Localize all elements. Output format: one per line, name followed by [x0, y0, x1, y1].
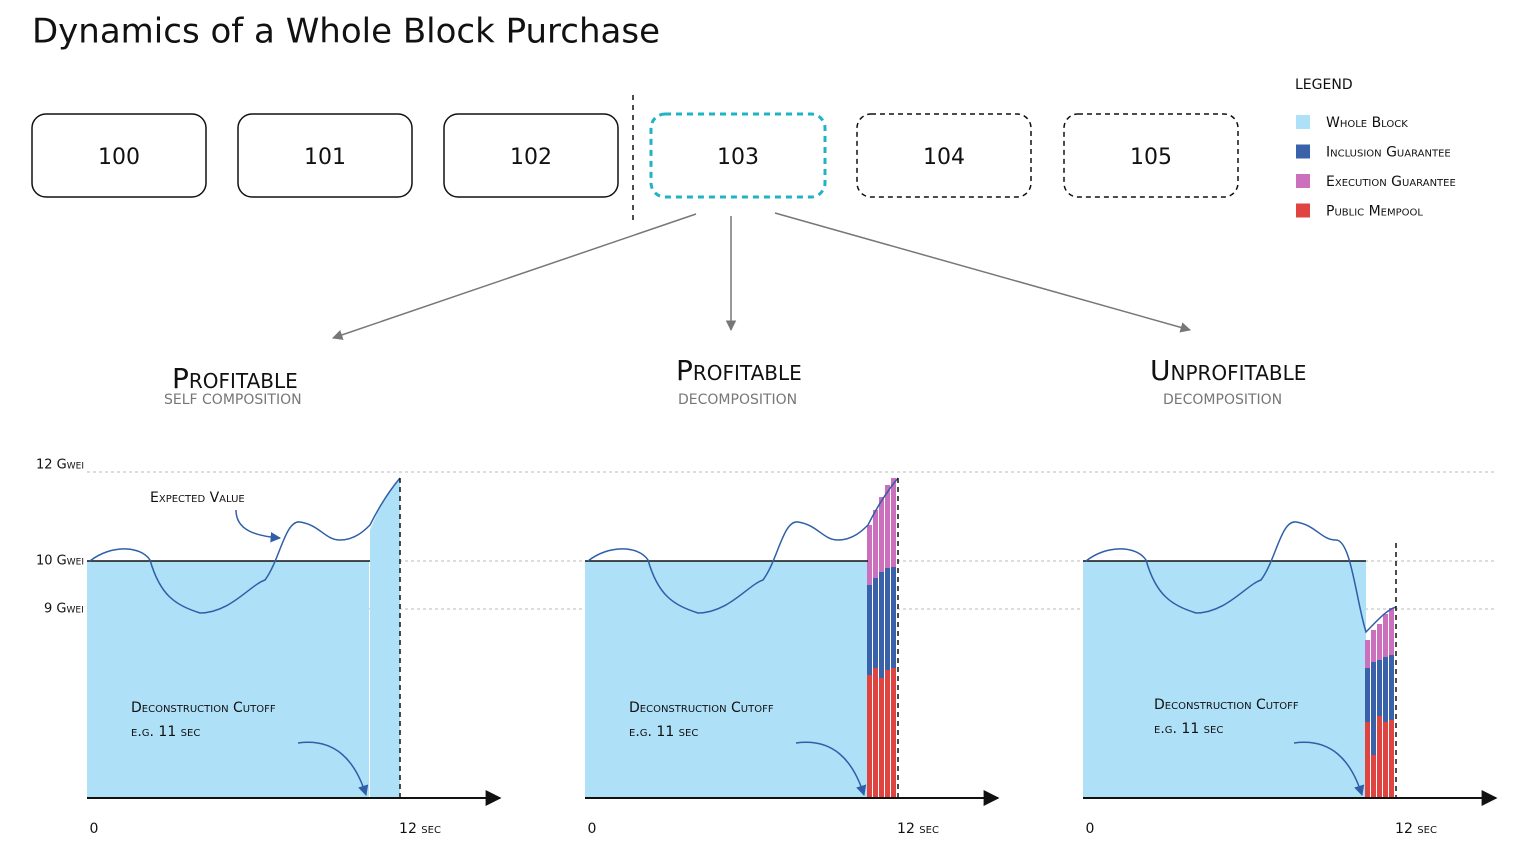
legend-label: Public Mempool — [1326, 204, 1423, 220]
legend-title: LEGEND — [1295, 77, 1353, 93]
block-label: 100 — [98, 145, 140, 170]
segment — [1365, 722, 1370, 798]
segment — [1377, 716, 1382, 798]
panel-chart: 0 12 sec Deconstruction Cutoff e.g. 11 sec — [1083, 521, 1498, 837]
cutoff-label: Deconstruction Cutoff — [1154, 697, 1299, 713]
segment — [1371, 755, 1376, 798]
cutoff-example: e.g. 11 sec — [629, 724, 698, 740]
annotation: Expected Value — [150, 490, 245, 506]
segment — [1371, 630, 1376, 662]
block — [237, 113, 413, 198]
segment — [1383, 614, 1388, 657]
whole-block-area — [1083, 561, 1366, 798]
segment — [885, 485, 890, 568]
expected-value-curve — [89, 477, 401, 614]
x-start: 0 — [90, 821, 99, 837]
segment — [867, 525, 872, 585]
block-label: 101 — [304, 145, 346, 170]
x-end: 12 sec — [897, 821, 939, 837]
block-label: 104 — [923, 145, 965, 170]
segment — [1383, 657, 1388, 722]
segment — [1377, 660, 1382, 716]
panel-subtitle: DECOMPOSITION — [678, 392, 797, 408]
block-label: 102 — [510, 145, 552, 170]
block — [443, 113, 619, 198]
cutoff-example: e.g. 11 sec — [1154, 721, 1223, 737]
panel-chart: 0 12 sec Deconstruction Cutoff e.g. 11 sec — [87, 477, 502, 837]
cutoff-arrow — [297, 741, 369, 797]
segment — [1389, 655, 1394, 720]
segment — [1371, 662, 1376, 755]
block — [649, 112, 827, 199]
title: Dynamics of a Whole Block Purchase — [32, 12, 660, 52]
cutoff-label: Deconstruction Cutoff — [131, 700, 276, 716]
segment — [1377, 624, 1382, 660]
legend-swatch — [1296, 174, 1310, 188]
legend-label: Inclusion Guarantee — [1326, 145, 1451, 161]
segment — [879, 572, 884, 678]
segment — [879, 497, 884, 572]
legend-label: Whole Block — [1326, 115, 1408, 131]
segment — [867, 585, 872, 675]
whole-block-area — [585, 561, 867, 798]
panel-title: Unprofitable — [1150, 354, 1306, 387]
legend-label: Execution Guarantee — [1326, 174, 1456, 190]
x-end: 12 sec — [399, 821, 441, 837]
arrow — [774, 212, 1192, 333]
segment — [873, 578, 878, 668]
x-end: 12 sec — [1395, 821, 1437, 837]
segment — [891, 668, 896, 798]
segment — [1389, 608, 1394, 655]
panel-subtitle: DECOMPOSITION — [1163, 392, 1282, 408]
cutoff-example: e.g. 11 sec — [131, 724, 200, 740]
segment — [867, 675, 872, 798]
segment — [891, 567, 896, 668]
annotation-arrow — [235, 509, 282, 543]
expected-value-curve — [587, 477, 899, 614]
panel-title: Profitable — [172, 362, 298, 395]
y-label: 10 Gwei — [36, 554, 84, 569]
panel-title: Profitable — [676, 354, 802, 387]
cutoff-label: Deconstruction Cutoff — [629, 700, 774, 716]
segment — [873, 668, 878, 798]
segment — [891, 478, 896, 567]
legend-swatch — [1296, 144, 1310, 159]
expected-value-curve — [1085, 521, 1397, 634]
legend-swatch — [1296, 115, 1310, 129]
block — [1063, 113, 1239, 198]
segment — [1383, 722, 1388, 798]
x-start: 0 — [588, 821, 597, 837]
x-start: 0 — [1086, 821, 1095, 837]
block-label: 103 — [717, 145, 759, 170]
segment — [885, 568, 890, 670]
cutoff-arrow — [795, 741, 867, 797]
whole-block-area — [87, 561, 369, 798]
block — [31, 113, 207, 198]
arrow — [332, 213, 697, 340]
block — [856, 113, 1032, 198]
segment — [1389, 720, 1394, 798]
cutoff-arrow — [1293, 741, 1365, 797]
whole-block-area — [370, 478, 400, 798]
segment — [1365, 668, 1370, 722]
segment — [1365, 640, 1370, 668]
segment — [879, 678, 884, 798]
panel-chart: 0 12 sec Deconstruction Cutoff e.g. 11 sec — [585, 477, 1000, 837]
y-label: 9 Gwei — [44, 602, 84, 617]
legend-swatch — [1296, 203, 1310, 218]
block-label: 105 — [1130, 145, 1172, 170]
y-label: 12 Gwei — [36, 458, 84, 473]
panel-subtitle: SELF COMPOSITION — [164, 392, 302, 408]
segment — [885, 670, 890, 798]
segment — [873, 510, 878, 578]
